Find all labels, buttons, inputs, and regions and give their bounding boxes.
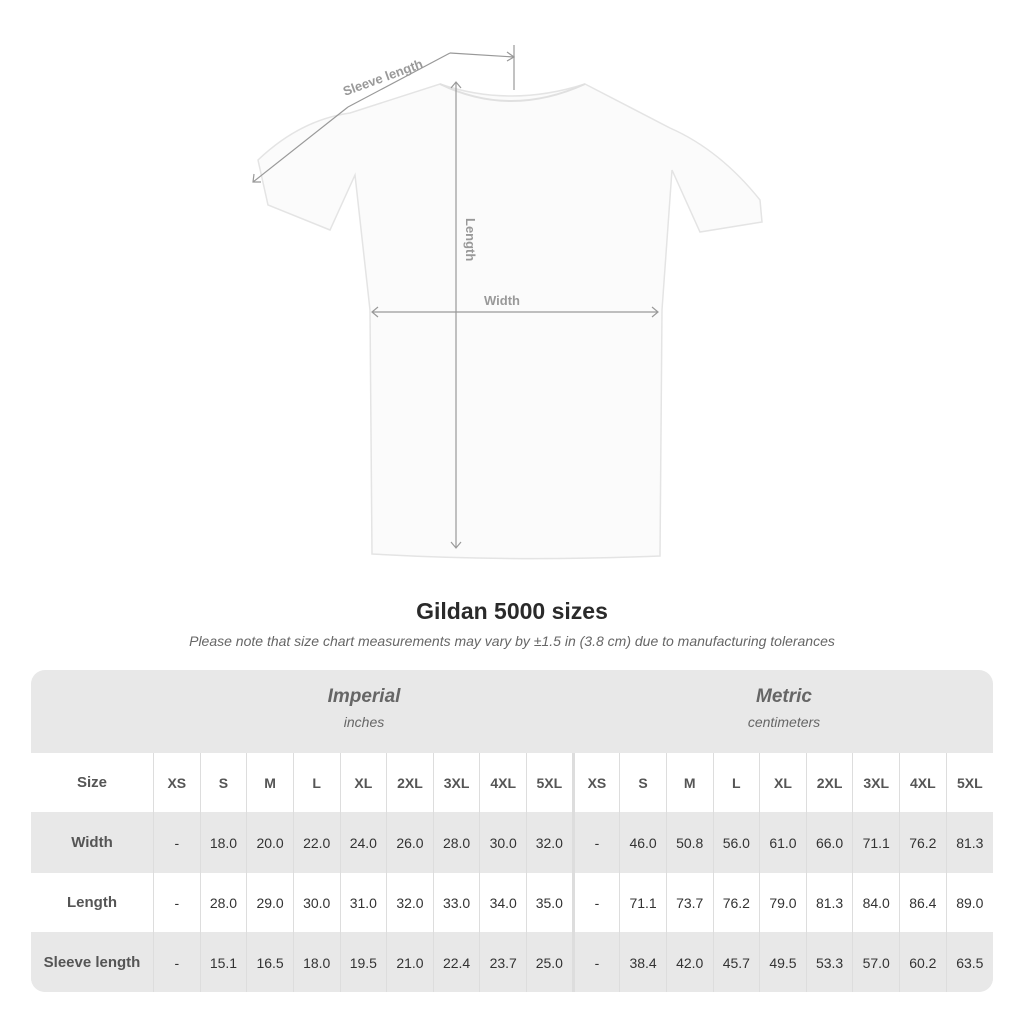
imperial-value-cell: - [153, 873, 201, 932]
size-table: Imperial inches Metric centimeters Size X… [31, 670, 993, 992]
metric-value-cell: 42.0 [665, 932, 713, 992]
size-column-header: 4XL [479, 753, 527, 812]
imperial-value-cell: 18.0 [292, 932, 340, 992]
imperial-heading: Imperial [327, 686, 401, 707]
metric-value-cell: 38.4 [619, 932, 667, 992]
size-grid: Size XS S M L XL 2XL 3XL 4XL 5XL XS S M L XL 2XL 3XL 4XL 5… [31, 753, 993, 992]
metric-value-cell: 61.0 [759, 812, 807, 873]
imperial-value-cell: 30.0 [479, 812, 527, 873]
size-column-header: 5XL [526, 753, 574, 812]
size-column-header: 3XL [852, 753, 900, 812]
size-column-header: S [619, 753, 667, 812]
metric-unit: centimeters [747, 714, 821, 730]
metric-value-cell: 81.3 [805, 873, 853, 932]
imperial-value-cell: 28.0 [432, 812, 480, 873]
imperial-value-cell: 29.0 [246, 873, 294, 932]
size-header: Size [31, 753, 154, 812]
metric-value-cell: 63.5 [945, 932, 993, 992]
metric-value-cell: 57.0 [852, 932, 900, 992]
imperial-value-cell: 23.7 [479, 932, 527, 992]
measurement-lines [252, 45, 659, 549]
metric-value-cell: 45.7 [712, 932, 760, 992]
metric-value-cell: - [571, 812, 620, 873]
imperial-value-cell: 22.4 [432, 932, 480, 992]
imperial-value-cell: 33.0 [432, 873, 480, 932]
table-row: Sleeve length -15.1 16.5 18.0 19.5 21.0 22.4 23… [31, 932, 993, 992]
metric-value-cell: 79.0 [759, 873, 807, 932]
metric-value-cell: 60.2 [899, 932, 947, 992]
imperial-value-cell: 32.0 [526, 812, 574, 873]
length-label: Length [463, 218, 478, 261]
metric-heading: Metric [756, 686, 812, 707]
metric-value-cell: - [571, 932, 620, 992]
metric-value-cell: 46.0 [619, 812, 667, 873]
imperial-value-cell: 34.0 [479, 873, 527, 932]
size-column-header: 4XL [899, 753, 947, 812]
size-column-header: L [292, 753, 340, 812]
imperial-value-cell: 24.0 [339, 812, 387, 873]
table-row: Length -28.0 29.0 30.0 31.0 32.0 33.0 34.0 35.0-… [31, 873, 993, 932]
size-column-header: 2XL [386, 753, 434, 812]
metric-value-cell: 89.0 [945, 873, 993, 932]
imperial-value-cell: - [153, 812, 201, 873]
imperial-value-cell: 21.0 [386, 932, 434, 992]
metric-header: Metric centimeters [575, 686, 993, 730]
metric-value-cell: 53.3 [805, 932, 853, 992]
page-title: Gildan 5000 sizes [416, 598, 608, 624]
metric-value-cell: 71.1 [852, 812, 900, 873]
imperial-unit: inches [343, 714, 385, 730]
size-column-header: S [199, 753, 247, 812]
row-label: Width [31, 812, 154, 873]
size-column-header: XS [153, 753, 201, 812]
imperial-value-cell: 15.1 [199, 932, 247, 992]
imperial-value-cell: 19.5 [339, 932, 387, 992]
size-column-header: L [712, 753, 760, 812]
table-header-row: Size XS S M L XL 2XL 3XL 4XL 5XL XS S M L XL 2XL 3XL 4XL 5… [31, 753, 993, 812]
size-column-header: 5XL [945, 753, 993, 812]
metric-value-cell: 71.1 [619, 873, 667, 932]
metric-value-cell: 50.8 [665, 812, 713, 873]
size-column-header: XL [759, 753, 807, 812]
tolerance-note: Please note that size chart measurements… [189, 633, 835, 649]
metric-value-cell: 76.2 [712, 873, 760, 932]
table-row: Width -18.0 20.0 22.0 24.0 26.0 28.0 30.0 32.0-4… [31, 812, 993, 873]
width-label: Width [484, 293, 520, 308]
imperial-header: Imperial inches [153, 686, 575, 730]
imperial-value-cell: - [153, 932, 201, 992]
imperial-value-cell: 32.0 [386, 873, 434, 932]
imperial-value-cell: 30.0 [292, 873, 340, 932]
size-column-header: 2XL [805, 753, 853, 812]
size-column-header: 3XL [432, 753, 480, 812]
imperial-value-cell: 35.0 [526, 873, 574, 932]
imperial-value-cell: 26.0 [386, 812, 434, 873]
tshirt-diagram: Sleeve length Length Width [252, 45, 763, 560]
row-label: Sleeve length [31, 932, 154, 992]
imperial-value-cell: 20.0 [246, 812, 294, 873]
imperial-value-cell: 25.0 [526, 932, 574, 992]
metric-value-cell: - [571, 873, 620, 932]
row-label: Length [31, 873, 154, 932]
imperial-value-cell: 31.0 [339, 873, 387, 932]
imperial-value-cell: 22.0 [292, 812, 340, 873]
metric-value-cell: 49.5 [759, 932, 807, 992]
imperial-value-cell: 18.0 [199, 812, 247, 873]
metric-value-cell: 73.7 [665, 873, 713, 932]
metric-value-cell: 66.0 [805, 812, 853, 873]
size-column-header: XS [571, 753, 620, 812]
tshirt-image [257, 83, 763, 560]
metric-value-cell: 76.2 [899, 812, 947, 873]
imperial-value-cell: 16.5 [246, 932, 294, 992]
metric-value-cell: 86.4 [899, 873, 947, 932]
metric-value-cell: 81.3 [945, 812, 993, 873]
metric-value-cell: 56.0 [712, 812, 760, 873]
metric-value-cell: 84.0 [852, 873, 900, 932]
size-column-header: M [665, 753, 713, 812]
size-column-header: M [246, 753, 294, 812]
size-column-header: XL [339, 753, 387, 812]
imperial-value-cell: 28.0 [199, 873, 247, 932]
